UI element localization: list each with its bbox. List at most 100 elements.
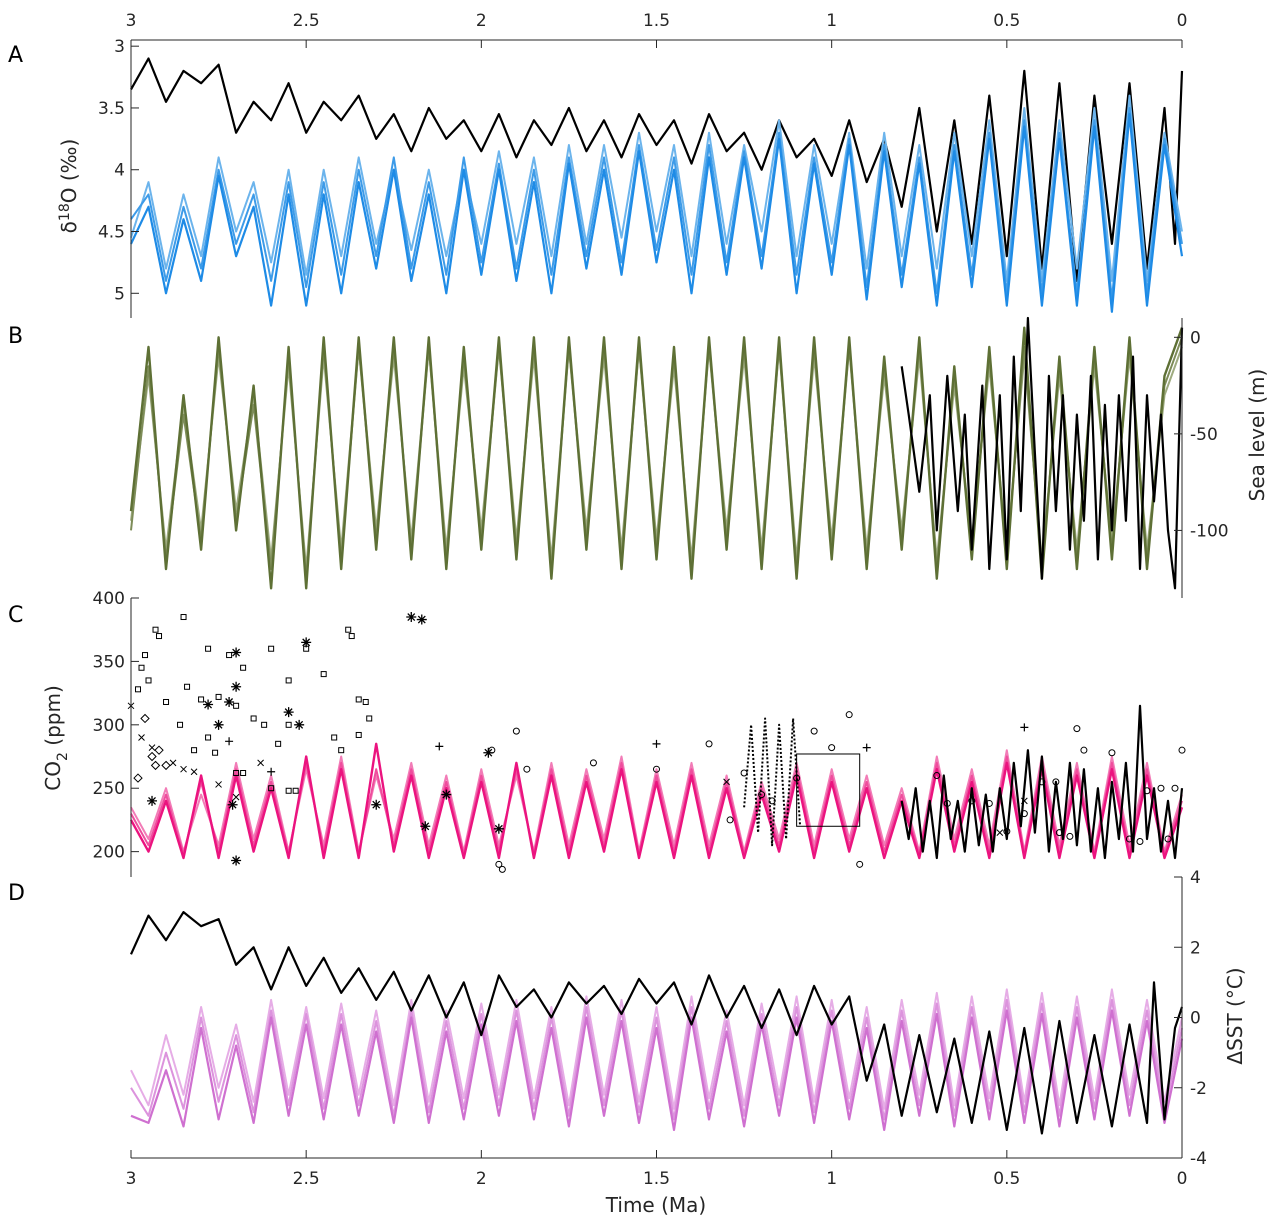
- panel-a-x-tick-label-0: 3: [126, 11, 137, 31]
- panel-c-marker-square-33: [240, 770, 247, 777]
- panel-c-marker-circle-0: [488, 746, 496, 754]
- panel-c-marker-square-31: [212, 749, 219, 756]
- panel-c-marker-asterisk-3: [231, 647, 242, 658]
- panel-c-marker-x-6: [215, 781, 222, 788]
- panel-c-marker-circle-35: [1171, 784, 1179, 792]
- panel-c-marker-circle-2: [495, 860, 503, 868]
- panel-c-marker-circle-25: [1055, 829, 1063, 837]
- panel-c-marker-square-15: [348, 633, 355, 640]
- panel-c-marker-square-29: [355, 731, 362, 738]
- panel-a-x-tick-label-4: 1: [826, 11, 837, 31]
- panel-c-marker-diamond-1: [154, 745, 164, 755]
- panel-d-y-tick-label-3: -2: [1190, 1079, 1207, 1099]
- panel-c-marker-circle-10: [758, 791, 766, 799]
- panel-c-y-tick-label-3: 350: [93, 652, 125, 672]
- panel-c-marker-square-5: [135, 686, 142, 693]
- panel-a-y-tick-label-1: 3.5: [98, 99, 125, 119]
- panel-c-y-tick-label-2: 300: [93, 716, 125, 736]
- panel-c-marker-square-10: [268, 645, 275, 652]
- panel-letter-a: A: [8, 43, 23, 68]
- panel-d-series-line-0: [130, 988, 1183, 1110]
- panel-letter-d: D: [8, 881, 25, 906]
- panel-c-marker-asterisk-15: [483, 747, 494, 758]
- panel-a-y-tick-label-3: 4.5: [98, 223, 125, 243]
- panel-d-series-line-2: [130, 1009, 1184, 1132]
- panel-letter-b: B: [8, 324, 23, 349]
- panel-c-marker-square-32: [233, 770, 240, 777]
- panel-c-marker-square-22: [250, 715, 257, 722]
- panel-c-marker-circle-21: [1003, 827, 1011, 835]
- panel-d-y-tick-label-0: 4: [1190, 868, 1201, 888]
- panel-d-series-line-1: [130, 998, 1183, 1121]
- panel-c-marker-asterisk-2: [301, 637, 312, 648]
- panel-d-y-tick-label-1: 2: [1190, 938, 1201, 958]
- panel-c-marker-square-38: [163, 698, 170, 705]
- panel-c-series-line-4: [743, 717, 802, 847]
- panel-c-marker-circle-13: [810, 727, 818, 735]
- panel-c-marker-x-10: [996, 829, 1004, 836]
- panel-c-marker-circle-8: [726, 816, 734, 824]
- panel-c-marker-x-11: [1020, 797, 1028, 805]
- panel-c-marker-circle-11: [768, 797, 776, 805]
- panel-c-marker-square-19: [198, 696, 205, 703]
- panel-a-series-line-1: [130, 94, 1183, 282]
- panel-c-marker-asterisk-11: [227, 799, 238, 810]
- panel-d: 4 2 0 -2 -4 3 2.5 2 1.5 1 0.5 0: [126, 868, 1207, 1189]
- panel-c-marker-square-1: [156, 633, 163, 640]
- panel-c-marker-square-16: [355, 696, 362, 703]
- panel-c-marker-diamond-3: [150, 760, 161, 771]
- panel-c-marker-square-13: [320, 671, 327, 678]
- panel-b: 0 -50 -100: [129, 316, 1229, 598]
- panel-c-marker-plus-0: [435, 742, 444, 751]
- panel-d-x-tick-label-1: 2.5: [293, 1169, 320, 1189]
- panel-c-y-tick-label-1: 250: [93, 779, 125, 799]
- panel-a-x-tick-label-1: 2.5: [293, 11, 320, 31]
- panel-c-marker-square-30: [205, 734, 212, 741]
- panel-letter-c: C: [8, 603, 23, 628]
- panel-c-marker-x-8: [257, 759, 264, 767]
- panel-c-marker-x-5: [190, 768, 198, 776]
- panel-c-marker-circle-28: [1080, 746, 1088, 754]
- panel-c-marker-plus-4: [225, 737, 234, 746]
- panel-c-marker-square-7: [205, 645, 212, 652]
- panel-b-series-line-0: [130, 346, 1183, 570]
- panel-c-marker-x-1: [138, 734, 145, 741]
- panel-c-series-line-2: [129, 742, 1184, 860]
- panel-c-marker-square-24: [275, 740, 282, 747]
- panel-d-x-tick-label-6: 0: [1177, 1169, 1188, 1189]
- panel-c-marker-circle-26: [1066, 832, 1074, 840]
- panel-c-marker-x-9: [723, 778, 730, 786]
- panel-c-ylabel: CO2 (ppm): [41, 685, 71, 790]
- panel-c-marker-asterisk-8: [283, 707, 294, 718]
- panel-c-series-line-0: [130, 749, 1183, 853]
- panel-c-marker-asterisk-0: [406, 612, 417, 623]
- panel-d-x-tick-label-0: 3: [126, 1169, 137, 1189]
- panel-d-series-line-3: [129, 910, 1184, 1135]
- panel-d-x-tick-label-3: 1.5: [643, 1169, 670, 1189]
- panel-c-marker-square-27: [331, 734, 338, 741]
- panel-c-marker-asterisk-10: [147, 795, 158, 806]
- panel-c-marker-asterisk-14: [420, 821, 431, 832]
- panel-c-marker-diamond-4: [161, 760, 171, 771]
- panel-d-x-tick-label-5: 0.5: [993, 1169, 1020, 1189]
- panel-c-marker-circle-27: [1073, 725, 1081, 733]
- panel-c-marker-circle-29: [1108, 749, 1116, 757]
- panel-d-y-tick-label-2: 0: [1190, 1009, 1201, 1029]
- panel-c-marker-x-2: [148, 744, 156, 751]
- panel-c-marker-square-25: [285, 721, 292, 728]
- x-axis-label: Time (Ma): [605, 1193, 706, 1217]
- panel-a-series-line-2: [130, 107, 1183, 301]
- panel-c-marker-square-20: [215, 693, 222, 700]
- panel-b-series-line-2: [129, 326, 1184, 590]
- panel-c-marker-square-0: [152, 626, 159, 633]
- panel-d-x-tick-label-2: 2: [476, 1169, 487, 1189]
- panel-a-x-tick-label-2: 2: [476, 11, 487, 31]
- panel-c-marker-square-9: [240, 664, 247, 671]
- panel-c-marker-plus-1: [652, 739, 661, 748]
- panel-b-y-tick-label-1: -50: [1190, 425, 1218, 445]
- panel-c-marker-square-8: [226, 652, 233, 659]
- panel-c-marker-square-34: [268, 785, 275, 792]
- panel-c-marker-square-17: [366, 715, 373, 722]
- panel-c-marker-circle-23: [1038, 778, 1046, 786]
